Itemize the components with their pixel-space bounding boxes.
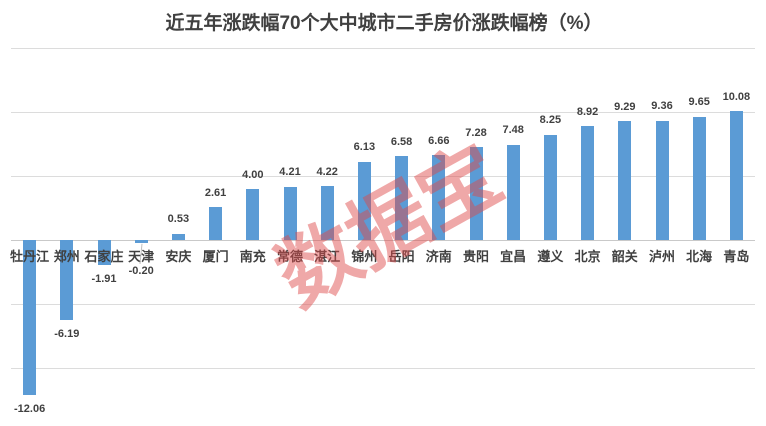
bar-value-label: -6.19 xyxy=(54,327,80,340)
gridline xyxy=(11,175,755,177)
bar xyxy=(60,240,74,320)
category-label: 郑州 xyxy=(53,248,80,264)
bar xyxy=(692,116,706,241)
bar-value-label: 10.08 xyxy=(722,90,751,103)
category-label: 安庆 xyxy=(165,248,192,264)
category-label: 北海 xyxy=(686,248,713,264)
bar-value-label: 6.58 xyxy=(390,135,413,148)
category-label: 锦州 xyxy=(351,248,378,264)
chart-title: 近五年涨跌幅70个大中城市二手房价涨跌幅榜（%） xyxy=(165,13,603,34)
gridline xyxy=(11,303,755,305)
category-label: 南充 xyxy=(239,248,266,264)
bar xyxy=(618,121,632,241)
bar-value-label: 4.21 xyxy=(279,166,301,178)
bar-value-label: 6.66 xyxy=(428,134,450,147)
bar-value-label: 9.29 xyxy=(614,100,636,113)
gridline xyxy=(11,47,755,49)
bar-value-label: -0.20 xyxy=(128,264,154,277)
bar xyxy=(23,240,37,395)
category-label: 韶关 xyxy=(611,248,638,264)
bar xyxy=(171,233,185,241)
bar-value-label: 4.22 xyxy=(316,165,338,178)
bar-value-label: 8.92 xyxy=(576,105,599,118)
bar xyxy=(357,161,371,241)
bar xyxy=(209,207,223,241)
category-label: 湛江 xyxy=(314,248,341,264)
bar xyxy=(469,147,483,241)
bar xyxy=(506,144,520,241)
category-label: 宜昌 xyxy=(500,248,527,264)
category-label: 石家庄 xyxy=(84,248,124,264)
bar-value-label: -1.91 xyxy=(91,272,117,285)
category-label: 常德 xyxy=(276,248,303,264)
bar xyxy=(395,156,409,241)
gridline xyxy=(11,368,755,369)
category-label: 贵阳 xyxy=(462,248,489,264)
bar xyxy=(97,240,111,265)
bar xyxy=(432,155,446,241)
bar xyxy=(729,111,743,241)
bar-value-label: 7.28 xyxy=(465,126,487,139)
category-label: 北京 xyxy=(574,248,601,264)
bar xyxy=(581,126,595,241)
bar-value-label: 0.53 xyxy=(167,213,190,226)
gridline xyxy=(11,111,755,113)
category-label: 厦门 xyxy=(202,248,229,264)
bar xyxy=(320,186,334,241)
bar-value-label: 9.36 xyxy=(651,100,673,112)
bar-value-label: 9.65 xyxy=(688,96,710,109)
bar-value-label: 2.61 xyxy=(204,186,227,199)
bar xyxy=(134,240,148,243)
bar xyxy=(655,120,669,241)
category-label: 遵义 xyxy=(537,248,564,264)
bar-value-label: -12.06 xyxy=(14,402,46,415)
bar-value-label: 4.00 xyxy=(242,168,264,181)
category-label: 青岛 xyxy=(723,248,750,264)
category-label: 岳阳 xyxy=(388,248,415,264)
category-label: 济南 xyxy=(425,248,452,264)
category-label: 牡丹江 xyxy=(10,248,50,264)
bar xyxy=(246,189,260,241)
x-axis-line xyxy=(11,239,755,241)
bar-value-label: 7.48 xyxy=(502,124,524,137)
bar xyxy=(283,186,297,241)
bar-value-label: 8.25 xyxy=(539,114,562,127)
category-label: 泸州 xyxy=(648,248,675,264)
bar-value-label: 6.13 xyxy=(353,141,376,154)
bar xyxy=(543,134,557,241)
